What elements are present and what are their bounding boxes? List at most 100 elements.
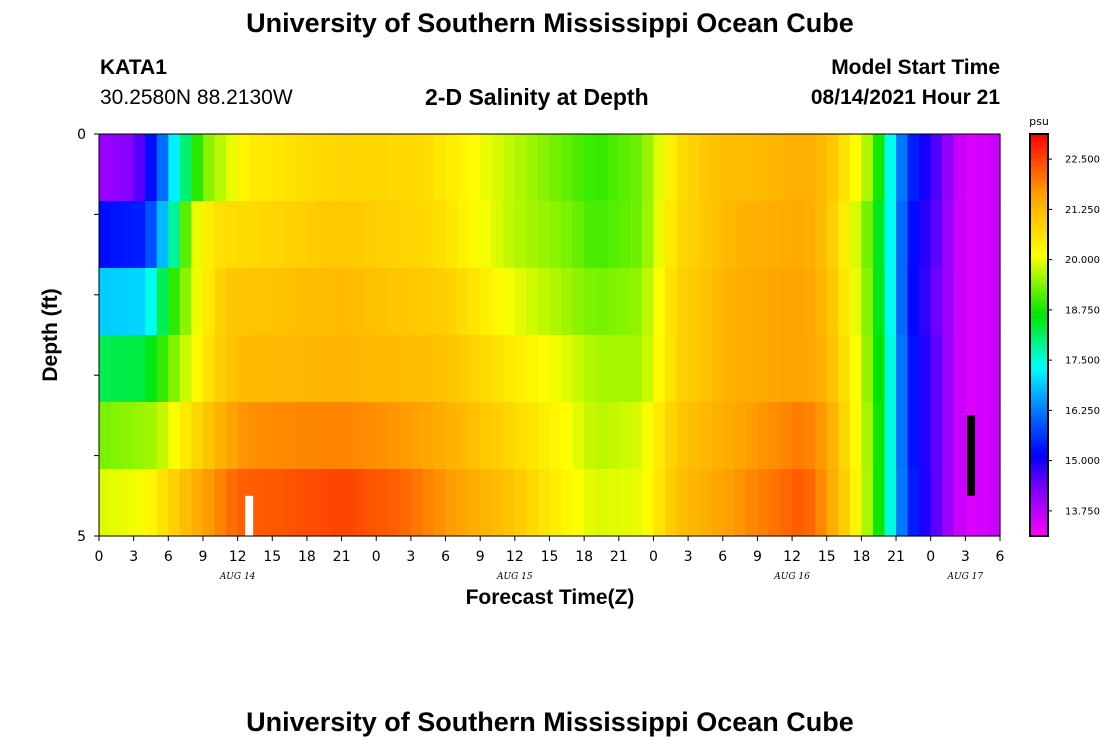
heatmap-cell [653,469,666,537]
heatmap-cell [156,134,169,202]
colorbar-label: 17.500 [1065,356,1100,367]
heatmap-cell [399,134,412,202]
heatmap-cell [549,134,562,202]
heatmap-cell [226,201,239,269]
heatmap-cell [110,335,123,403]
x-tick-label: 12 [229,549,247,565]
heatmap-cell [399,469,412,537]
heatmap-cell [202,469,216,537]
colorbar-swatch [1030,298,1048,304]
heatmap-cell [387,201,400,269]
x-tick-label: 18 [298,549,316,565]
heatmap-cell [641,335,655,403]
heatmap-cell [318,201,331,269]
heatmap-cell [676,134,689,202]
heatmap-cell [168,134,181,202]
heatmap-cell [861,335,874,403]
heatmap-cell [122,268,135,336]
colorbar-swatch [1030,294,1048,300]
colorbar-swatch [1030,383,1048,388]
heatmap-cell [133,268,146,336]
heatmap-cell [145,402,158,470]
heatmap-cell [318,335,331,403]
x-tick-label: 18 [852,549,870,565]
colorbar-swatch [1030,318,1048,324]
colorbar-swatch [1030,210,1048,215]
heatmap-cell [803,134,816,202]
heatmap-cell [376,469,389,537]
heatmap-cell [145,469,158,537]
colorbar-label: 13.750 [1065,506,1100,517]
heatmap-cell [561,335,574,403]
heatmap-cell [676,335,689,403]
heatmap-cell [584,402,597,470]
heatmap-cell [838,268,851,336]
heatmap-cell [711,134,724,202]
heatmap-cell [191,268,204,336]
x-day-label: AUG 16 [773,572,810,582]
colorbar-swatch [1030,186,1048,191]
heatmap-cell [364,335,377,403]
heatmap-cell [145,268,158,336]
colorbar-swatch [1030,343,1048,348]
heatmap-cell [803,402,816,470]
heatmap-cell [295,402,308,470]
colorbar-swatch [1030,519,1048,525]
colorbar-swatch [1030,459,1048,465]
heatmap-cell [965,201,978,269]
station-id: KATA1 [100,56,167,79]
heatmap-cell [399,402,412,470]
heatmap-cell [722,134,735,202]
heatmap-cell [607,469,620,537]
heatmap-cell [815,201,828,269]
colorbar-swatch [1030,242,1048,248]
heatmap-cell [826,134,839,202]
heatmap-cell [665,335,678,403]
heatmap-cell [884,268,897,336]
heatmap-cell [792,335,805,403]
heatmap-cell [445,469,458,537]
heatmap-cell [179,469,193,537]
heatmap-cell [457,134,470,202]
colorbar-swatch [1030,479,1048,485]
heatmap-cell [526,201,539,269]
heatmap-cell [491,134,504,202]
heatmap-cell [318,402,331,470]
heatmap-cell [387,469,400,537]
colorbar-swatch [1030,266,1048,272]
colorbar-swatch [1030,330,1048,336]
heatmap-cell [838,335,851,403]
heatmap-cell [376,134,389,202]
heatmap-cell [272,201,285,269]
heatmap-cell [110,134,123,202]
heatmap-cell [272,268,285,336]
heatmap-cell [792,134,805,202]
heatmap-cell [364,469,377,537]
heatmap-cell [457,201,470,269]
heatmap-cell [676,201,689,269]
colorbar-swatch [1030,379,1048,384]
heatmap-cell [133,402,146,470]
colorbar-swatch [1030,218,1048,224]
colorbar-swatch [1030,274,1048,280]
heatmap-cell [815,268,828,336]
colorbar-swatch [1030,335,1048,340]
x-tick-label: 9 [476,549,485,565]
heatmap-cell [584,134,597,202]
colorbar-swatch [1030,403,1048,408]
x-tick-label: 18 [575,549,593,565]
heatmap-cell [156,469,169,537]
heatmap-cell [872,134,886,202]
heatmap-cell [572,201,585,269]
x-tick-label: 12 [783,549,801,565]
heatmap-cell [919,402,932,470]
heatmap-cell [514,469,527,537]
x-tick-label: 21 [887,549,905,565]
heatmap-cell [99,268,112,336]
heatmap-cell [179,134,193,202]
heatmap-cell [872,268,886,336]
heatmap-cell [561,134,574,202]
heatmap-cell [884,134,897,202]
heatmap-cell [826,402,839,470]
colorbar-swatch [1030,515,1048,521]
